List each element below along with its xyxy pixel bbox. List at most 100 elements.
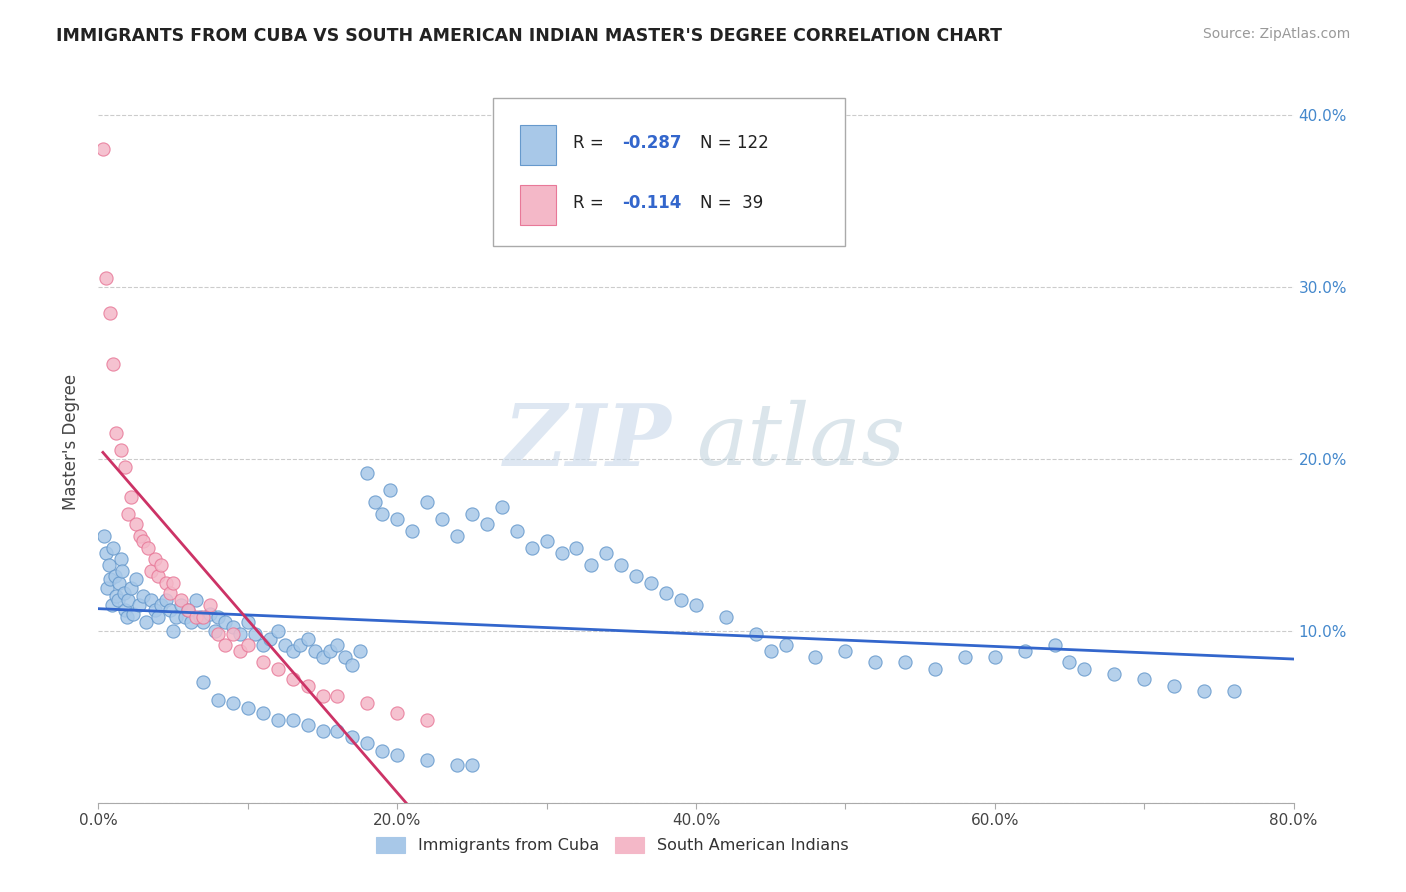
Point [685, 598, 707, 612]
Point [139, 564, 162, 578]
Point [461, 758, 484, 772]
Point [104, 568, 127, 582]
Point [125, 572, 148, 586]
Point [150, 558, 173, 573]
Point [93, 529, 115, 543]
Point [288, 638, 311, 652]
Bar [520, 125, 557, 165]
Point [177, 603, 200, 617]
Point [281, 672, 304, 686]
Point [207, 610, 229, 624]
Point [188, 610, 211, 624]
Point [245, 627, 267, 641]
Point [1073, 662, 1095, 676]
Point [125, 517, 148, 532]
Point [385, 512, 409, 526]
Point [342, 731, 364, 745]
Point [155, 592, 177, 607]
Point [319, 644, 342, 658]
Point [105, 425, 128, 440]
Point [180, 615, 202, 630]
Point [371, 507, 394, 521]
Point [111, 564, 134, 578]
Point [229, 644, 252, 658]
Text: Source: ZipAtlas.com: Source: ZipAtlas.com [1202, 27, 1350, 41]
Point [98, 572, 122, 586]
Point [177, 603, 200, 617]
Point [714, 610, 737, 624]
Point [297, 718, 319, 732]
Point [385, 747, 409, 762]
Point [91, 142, 114, 156]
Point [550, 546, 572, 560]
Point [281, 644, 304, 658]
Point [536, 534, 558, 549]
Point [865, 655, 887, 669]
Point [114, 603, 136, 617]
Text: IMMIGRANTS FROM CUBA VS SOUTH AMERICAN INDIAN MASTER'S DEGREE CORRELATION CHART: IMMIGRANTS FROM CUBA VS SOUTH AMERICAN I… [56, 27, 1002, 45]
Point [759, 644, 782, 658]
Point [1104, 666, 1126, 681]
Point [207, 692, 229, 706]
Point [200, 598, 222, 612]
Point [953, 649, 976, 664]
Point [655, 586, 678, 600]
Point [834, 644, 856, 658]
Point [297, 632, 319, 647]
Legend: Immigrants from Cuba, South American Indians: Immigrants from Cuba, South American Ind… [370, 830, 855, 860]
Point [356, 735, 378, 749]
Point [120, 490, 142, 504]
Point [281, 713, 304, 727]
Point [222, 696, 245, 710]
Point [191, 610, 214, 624]
Bar [520, 185, 557, 225]
Point [252, 706, 274, 721]
Point [128, 598, 150, 612]
Point [115, 610, 138, 624]
Point [401, 524, 423, 538]
Text: N =  39: N = 39 [700, 194, 763, 212]
Point [610, 558, 633, 573]
Point [200, 607, 222, 621]
Point [143, 603, 166, 617]
Point [267, 713, 290, 727]
Point [364, 494, 387, 508]
Point [326, 723, 349, 738]
Point [1133, 672, 1156, 686]
Point [96, 581, 118, 595]
Point [924, 662, 946, 676]
Point [252, 655, 274, 669]
Point [371, 744, 394, 758]
Point [506, 524, 529, 538]
Point [259, 632, 281, 647]
Point [581, 558, 603, 573]
Point [174, 610, 197, 624]
Point [105, 590, 128, 604]
Point [311, 723, 333, 738]
Point [117, 592, 139, 607]
Point [207, 627, 229, 641]
Text: -0.287: -0.287 [621, 134, 682, 153]
Point [1192, 684, 1215, 698]
Point [1043, 638, 1066, 652]
Point [129, 529, 152, 543]
Point [136, 541, 159, 556]
Point [114, 460, 136, 475]
Point [520, 541, 543, 556]
Point [984, 649, 1007, 664]
Point [311, 689, 333, 703]
Point [342, 658, 364, 673]
Point [745, 627, 768, 641]
Point [159, 586, 181, 600]
Point [475, 517, 498, 532]
Point [184, 610, 207, 624]
Point [640, 575, 662, 590]
Point [159, 603, 181, 617]
Point [103, 541, 125, 556]
Text: ZIP: ZIP [505, 400, 672, 483]
Point [326, 689, 349, 703]
Point [132, 534, 155, 549]
Point [107, 592, 129, 607]
Point [491, 500, 513, 514]
Point [446, 529, 468, 543]
